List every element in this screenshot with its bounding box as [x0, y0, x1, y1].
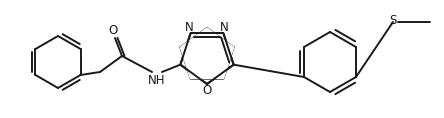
Text: N: N: [220, 21, 229, 34]
Text: S: S: [389, 13, 396, 27]
Text: NH: NH: [148, 74, 166, 88]
Text: O: O: [108, 25, 118, 38]
Text: N: N: [185, 21, 194, 34]
Text: O: O: [202, 84, 212, 97]
Polygon shape: [180, 28, 234, 79]
